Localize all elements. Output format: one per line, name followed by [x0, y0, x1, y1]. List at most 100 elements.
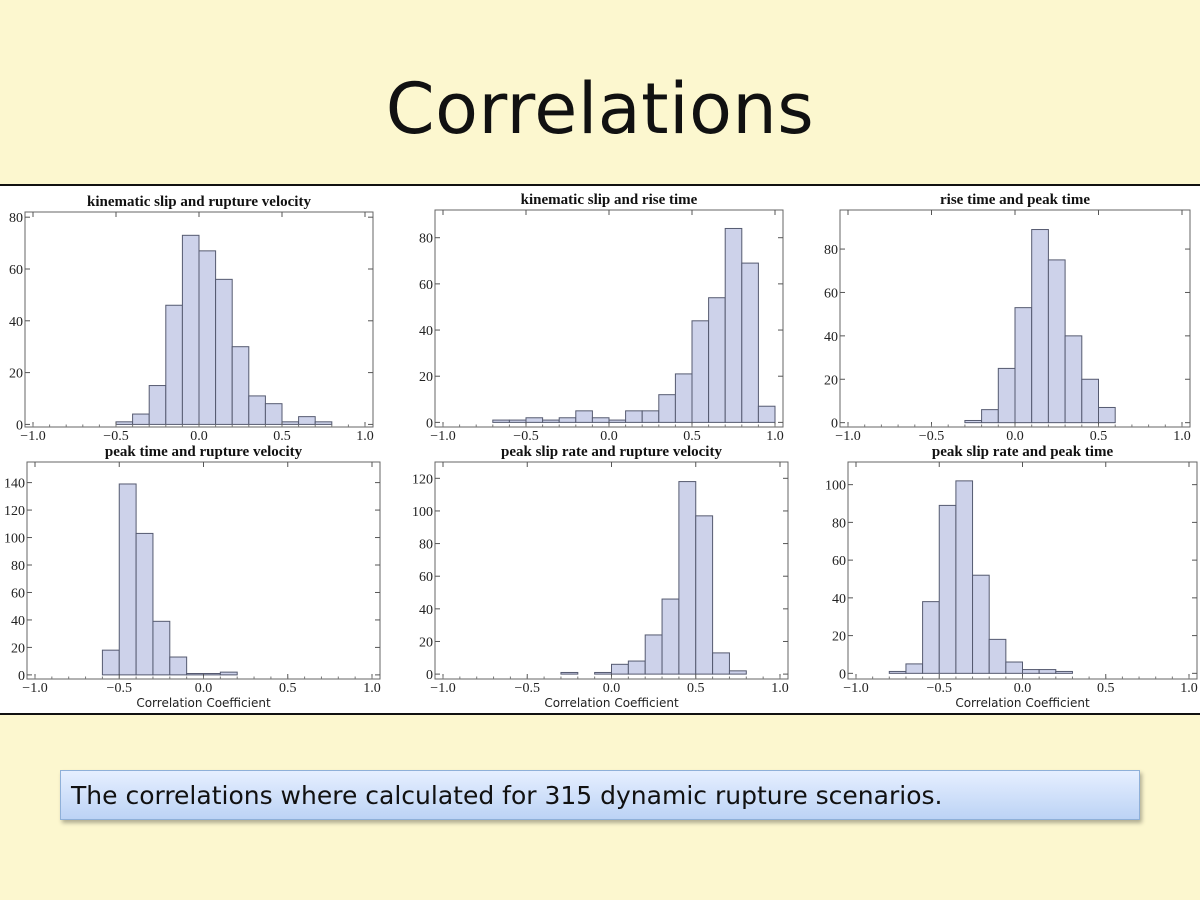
x-tick-label: 0.0: [190, 429, 208, 444]
histogram-bar: [135, 532, 154, 676]
x-tick-label: −0.5: [103, 429, 128, 444]
histogram-bar: [118, 483, 137, 676]
y-tick-label: 80: [9, 211, 23, 226]
histogram-panel: peak time and rupture velocity −1.0 −0.5 0.…: [4, 444, 381, 710]
histogram-bar: [219, 671, 238, 676]
histogram-bar: [608, 419, 627, 423]
histogram-bar: [741, 262, 759, 423]
histogram-bar: [314, 421, 333, 425]
histogram-bar: [264, 403, 283, 425]
x-tick-label: −1.0: [843, 681, 868, 696]
histogram-bar: [678, 481, 697, 675]
y-tick-label: 60: [419, 570, 433, 585]
x-tick-label: 1.0: [771, 681, 789, 696]
y-tick-label: 80: [419, 538, 433, 553]
histogram-bar: [132, 413, 150, 425]
plot-frame: [847, 461, 1198, 680]
chart-title: rise time and peak time: [940, 192, 1090, 208]
histogram-bar: [674, 373, 693, 423]
histogram-bar: [981, 409, 999, 424]
y-tick-label: 60: [419, 278, 433, 293]
x-tick-label: −1.0: [430, 429, 455, 444]
chart-title: kinematic slip and rupture velocity: [87, 194, 311, 210]
x-axis-label: Correlation Coefficient: [544, 696, 679, 710]
y-tick-label: 40: [9, 315, 23, 330]
x-tick-label: −0.5: [515, 681, 540, 696]
x-tick-label: −1.0: [430, 681, 455, 696]
chart-title: kinematic slip and rise time: [521, 192, 698, 208]
x-tick-label: 0.5: [687, 681, 705, 696]
y-tick-label: 20: [419, 635, 433, 650]
histograms-svg: kinematic slip and rupture velocity −1.0 −…: [4, 192, 1198, 710]
histogram-bar: [591, 417, 610, 423]
histogram-bar: [1047, 259, 1066, 424]
x-tick-label: 0.0: [1006, 429, 1024, 444]
y-tick-label: 80: [832, 516, 846, 531]
x-tick-label: −0.5: [107, 681, 132, 696]
x-tick-label: −1.0: [22, 681, 47, 696]
chart-title: peak slip rate and rupture velocity: [501, 444, 722, 460]
x-tick-label: 1.0: [766, 429, 784, 444]
histogram-bar: [691, 320, 710, 423]
histogram-bar: [611, 663, 629, 675]
histogram-bar: [181, 234, 200, 425]
y-tick-label: 40: [419, 603, 433, 618]
y-tick-label: 120: [412, 472, 433, 487]
x-tick-label: 0.0: [603, 681, 621, 696]
x-tick-label: −0.5: [513, 429, 538, 444]
histogram-bar: [888, 670, 907, 674]
histogram-bar: [203, 673, 221, 676]
histogram-panel: peak slip rate and rupture velocity −1.0 −…: [412, 444, 789, 710]
y-tick-label: 40: [419, 324, 433, 339]
histogram-bar: [641, 410, 660, 423]
histogram-bar: [712, 652, 730, 675]
x-tick-label: −1.0: [20, 429, 45, 444]
histogram-bar: [215, 278, 233, 425]
histogram-bar: [708, 297, 726, 423]
y-tick-label: 0: [18, 669, 25, 684]
histogram-bar: [1031, 229, 1049, 424]
histogram-bar: [1014, 307, 1033, 424]
histogram-bar: [905, 663, 924, 674]
histogram-bar: [1098, 406, 1116, 424]
histogram-panel: peak slip rate and peak time −1.0 −0.5 0.0 0…: [825, 444, 1198, 710]
y-tick-label: 80: [824, 243, 838, 258]
y-tick-label: 80: [11, 559, 25, 574]
y-tick-label: 40: [11, 614, 25, 629]
histogram-panel: rise time and peak time −1.0 −0.5 0.0 0.5 1.0…: [824, 192, 1191, 444]
histogram-bar: [248, 395, 266, 425]
histogram-bar: [964, 419, 983, 424]
y-tick-label: 40: [832, 592, 846, 607]
histogram-bar: [1081, 378, 1100, 424]
slide-title: Correlations: [385, 68, 815, 150]
x-axis-label: Correlation Coefficient: [136, 696, 271, 710]
y-tick-label: 60: [11, 586, 25, 601]
chart-title: peak slip rate and peak time: [932, 444, 1114, 460]
y-tick-label: 20: [11, 641, 25, 656]
histogram-bar: [1038, 669, 1057, 674]
y-tick-label: 0: [16, 418, 23, 433]
y-tick-label: 100: [4, 532, 25, 547]
chart-title: peak time and rupture velocity: [105, 444, 303, 460]
histogram-bar: [938, 504, 957, 674]
histogram-bar: [594, 671, 613, 675]
x-tick-label: 0.5: [683, 429, 701, 444]
histogram-bar: [101, 649, 120, 676]
y-tick-label: 60: [9, 263, 23, 278]
histogram-bar: [560, 671, 579, 675]
x-tick-label: 0.0: [600, 429, 618, 444]
histogram-bar: [492, 419, 510, 423]
histogram-bar: [661, 598, 680, 675]
histogram-bar: [198, 250, 217, 425]
histogram-bar: [997, 367, 1016, 424]
histogram-bar: [1055, 670, 1073, 674]
y-tick-label: 60: [824, 286, 838, 301]
histogram-bar: [115, 421, 134, 425]
x-tick-label: 1.0: [1180, 681, 1198, 696]
histogram-bar: [542, 419, 560, 423]
x-tick-label: 0.5: [1090, 429, 1108, 444]
x-tick-label: −0.5: [927, 681, 952, 696]
histogram-bar: [644, 634, 663, 675]
histogram-bar: [169, 656, 188, 676]
histogram-bar: [728, 670, 747, 675]
